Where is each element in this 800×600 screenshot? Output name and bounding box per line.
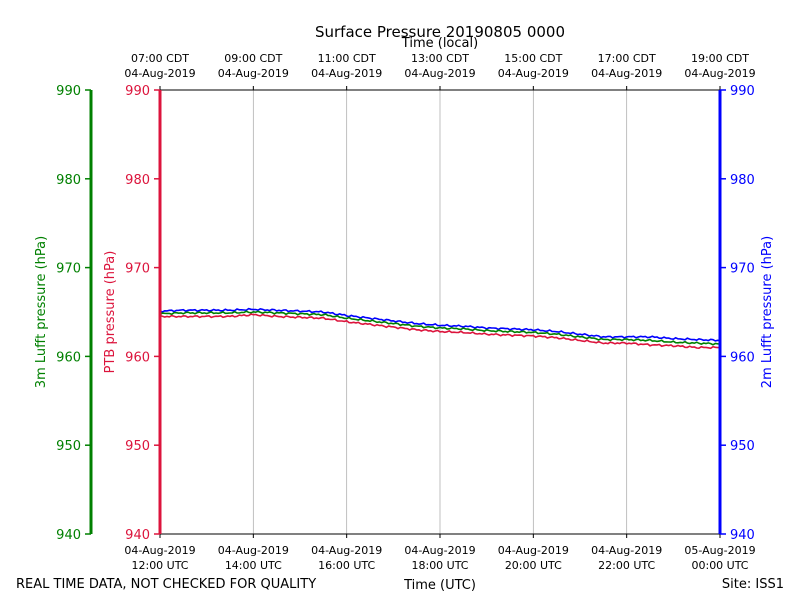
y-tick-label-lufft3m: 940: [56, 528, 81, 543]
top-tick-date: 04-Aug-2019: [311, 67, 382, 80]
top-tick-date: 04-Aug-2019: [684, 67, 755, 80]
top-tick-date: 04-Aug-2019: [591, 67, 662, 80]
y-tick-label-lufft2m: 960: [730, 350, 755, 365]
top-tick-time: 17:00 CDT: [598, 52, 656, 65]
series-layer: [159, 307, 721, 350]
bottom-tick-time: 00:00 UTC: [691, 559, 748, 572]
axes-layer: 04-Aug-2019 12:00 UTC 04-Aug-2019 14:00 UTC…: [34, 52, 775, 572]
bottom-tick-time: 22:00 UTC: [598, 559, 655, 572]
y-tick-label-lufft2m: 950: [730, 439, 755, 454]
top-tick-date: 04-Aug-2019: [498, 67, 569, 80]
y-tick-label-ptb: 980: [125, 173, 150, 188]
y-tick-label-lufft2m: 990: [730, 84, 755, 99]
top-tick-date: 04-Aug-2019: [124, 67, 195, 80]
bottom-tick-time: 18:00 UTC: [411, 559, 468, 572]
bottom-tick-date: 04-Aug-2019: [404, 544, 475, 557]
top-tick-time: 15:00 CDT: [504, 52, 562, 65]
y-axis-label-ptb: PTB pressure (hPa): [103, 251, 118, 374]
bottom-tick-date: 04-Aug-2019: [218, 544, 289, 557]
quality-disclaimer: REAL TIME DATA, NOT CHECKED FOR QUALITY: [16, 577, 316, 592]
y-tick-label-ptb: 960: [125, 350, 150, 365]
chart-title: Surface Pressure 20190805 0000: [315, 23, 565, 41]
bottom-tick-date: 04-Aug-2019: [591, 544, 662, 557]
y-tick-label-ptb: 950: [125, 439, 150, 454]
bottom-tick-time: 20:00 UTC: [505, 559, 562, 572]
y-tick-label-lufft3m: 990: [56, 84, 81, 99]
series-line-3m-lufft-pressure: [159, 310, 721, 346]
y-tick-label-lufft2m: 980: [730, 173, 755, 188]
y-tick-label-lufft2m: 970: [730, 262, 755, 277]
bottom-tick-date: 04-Aug-2019: [498, 544, 569, 557]
top-tick-time: 07:00 CDT: [131, 52, 189, 65]
y-axis-label-lufft2m: 2m Lufft pressure (hPa): [760, 236, 775, 388]
bottom-tick-time: 14:00 UTC: [225, 559, 282, 572]
top-tick-time: 13:00 CDT: [411, 52, 469, 65]
series-line-ptb-pressure: [159, 313, 721, 350]
top-axis-label: Time (local): [401, 36, 478, 51]
y-tick-label-lufft3m: 960: [56, 350, 81, 365]
bottom-axis-label: Time (UTC): [403, 578, 476, 593]
y-tick-label-lufft3m: 950: [56, 439, 81, 454]
site-label: Site: ISS1: [722, 577, 784, 592]
bottom-tick-time: 16:00 UTC: [318, 559, 375, 572]
y-tick-label-ptb: 970: [125, 262, 150, 277]
bottom-tick-time: 12:00 UTC: [131, 559, 188, 572]
bottom-tick-date: 05-Aug-2019: [684, 544, 755, 557]
top-tick-time: 19:00 CDT: [691, 52, 749, 65]
top-tick-time: 11:00 CDT: [318, 52, 376, 65]
y-axis-label-lufft3m: 3m Lufft pressure (hPa): [34, 236, 49, 388]
y-tick-label-lufft3m: 980: [56, 173, 81, 188]
y-tick-label-ptb: 990: [125, 84, 150, 99]
bottom-tick-date: 04-Aug-2019: [124, 544, 195, 557]
bottom-tick-date: 04-Aug-2019: [311, 544, 382, 557]
y-tick-label-lufft3m: 970: [56, 262, 81, 277]
top-tick-date: 04-Aug-2019: [218, 67, 289, 80]
y-tick-label-lufft2m: 940: [730, 528, 755, 543]
top-tick-date: 04-Aug-2019: [404, 67, 475, 80]
top-tick-time: 09:00 CDT: [224, 52, 282, 65]
y-tick-label-ptb: 940: [125, 528, 150, 543]
series-line-2m-lufft-pressure: [159, 307, 721, 342]
